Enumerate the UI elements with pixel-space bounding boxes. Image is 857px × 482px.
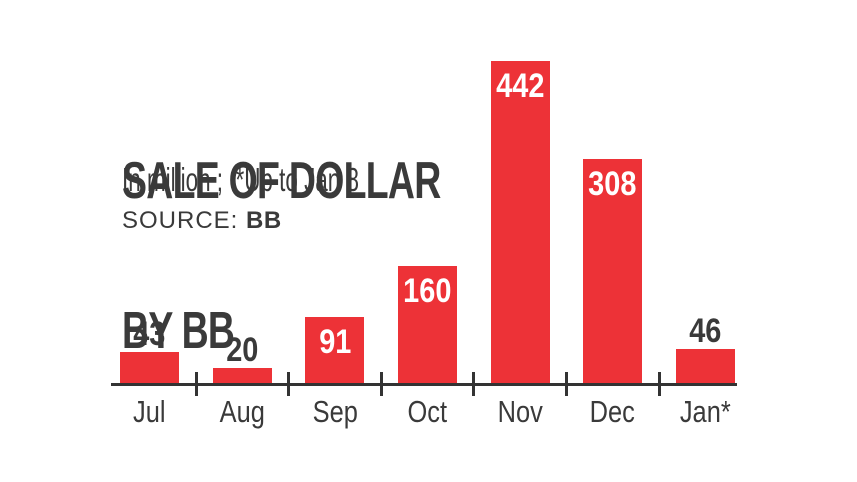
x-axis-tick [472,372,476,396]
x-axis-label-aug: Aug [219,394,265,429]
x-axis-tick [194,372,198,396]
x-axis-label-nov: Nov [497,394,543,429]
x-axis-tick [564,372,568,396]
x-axis-line [111,383,737,386]
value-label-oct: 160 [403,272,452,310]
x-axis-label-jan: Jan* [679,394,731,429]
x-axis-label-dec: Dec [590,394,636,429]
value-label-sep: 91 [318,323,351,361]
bar-jul [120,352,180,383]
bar-sep [305,317,365,383]
bar-aug [212,368,272,383]
bar-nov [490,61,550,383]
x-axis-tick [379,372,383,396]
x-axis-tick [287,372,291,396]
x-axis-label-jul: Jul [133,394,166,429]
value-label-dec: 308 [588,165,637,203]
chart-title-line-2: BY BB [122,302,235,360]
chart-unit-note: In million ; *Up to Jan 8 [122,161,359,198]
chart-title-line-1: SALE OF DOLLAR [122,152,441,210]
source-label: SOURCE: [122,207,247,234]
chart-title: SALE OF DOLLAR BY BB [122,56,441,456]
x-axis-label-oct: Oct [407,394,448,429]
x-axis-tick [657,372,661,396]
chart-source: SOURCE: BB [122,208,282,234]
x-axis-label-sep: Sep [312,394,358,429]
bar-oct [398,266,457,383]
value-label-jul: 43 [133,315,166,353]
value-label-aug: 20 [226,331,259,369]
source-value: BB [246,207,282,234]
bar-dec [583,159,643,383]
value-label-jan: 46 [689,312,722,350]
value-label-nov: 442 [495,67,545,105]
bar-jan [675,349,735,383]
